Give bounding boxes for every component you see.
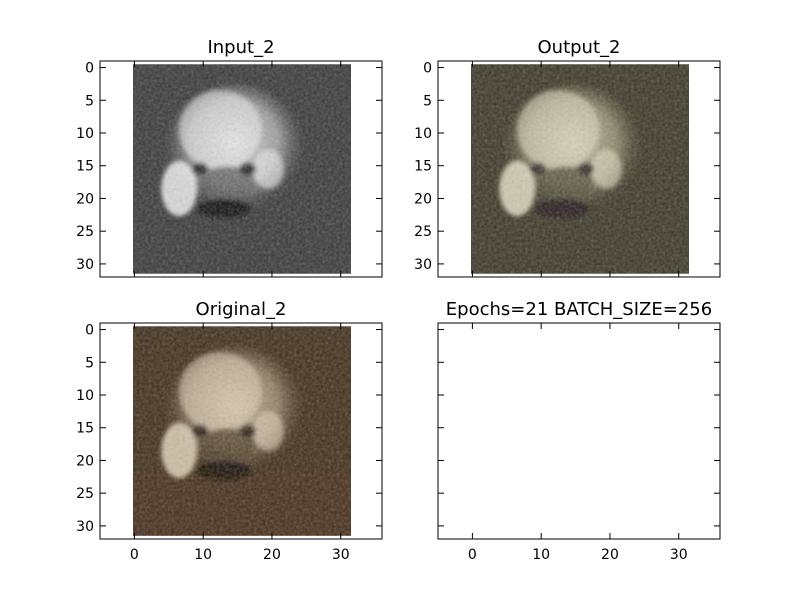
y-tick-label: 20 <box>76 191 94 207</box>
y-tick-label: 10 <box>76 388 94 404</box>
y-tick-label: 25 <box>76 224 94 240</box>
y-tick-label: 0 <box>85 323 94 339</box>
subplot-title: Original_2 <box>196 299 287 320</box>
x-tick-label: 0 <box>130 547 139 563</box>
y-tick-label: 0 <box>85 61 94 77</box>
y-tick-label: 5 <box>423 93 432 109</box>
subplot-1: Input_2 0 5 10 15 20 25 30 <box>76 37 383 278</box>
subplot-3: Original_2 0 5 10 15 20 25 30 0 10 20 30 <box>76 299 383 563</box>
axes-frame <box>437 60 721 278</box>
subplot-2: Output_2 0 5 10 15 20 25 30 <box>414 37 721 278</box>
y-tick-label: 30 <box>414 257 432 273</box>
y-tick-label: 5 <box>85 93 94 109</box>
y-tick-label: 10 <box>414 126 432 142</box>
frog-image <box>471 64 689 274</box>
axes-frame <box>99 60 383 278</box>
subplot-title: Input_2 <box>207 37 274 58</box>
x-tick-label: 10 <box>532 547 550 563</box>
y-tick-label: 15 <box>76 159 94 175</box>
y-tick-label: 25 <box>414 224 432 240</box>
x-tick-label: 30 <box>332 547 350 563</box>
y-tick-label: 20 <box>76 453 94 469</box>
y-tick-label: 0 <box>423 61 432 77</box>
x-tick-label: 10 <box>194 547 212 563</box>
subplot-4: Epochs=21 BATCH_SIZE=256 0 10 20 30 <box>437 299 721 563</box>
frog-image <box>133 64 351 274</box>
x-tick-label: 0 <box>468 547 477 563</box>
subplot-title: Output_2 <box>538 37 621 58</box>
x-tick-label: 20 <box>601 547 619 563</box>
y-tick-label: 30 <box>76 519 94 535</box>
y-tick-label: 15 <box>414 159 432 175</box>
y-tick-label: 15 <box>76 421 94 437</box>
axes-frame <box>99 322 383 540</box>
frog-image <box>133 326 351 536</box>
subplot-title: Epochs=21 BATCH_SIZE=256 <box>446 299 712 320</box>
y-tick-label: 5 <box>85 355 94 371</box>
y-tick-label: 25 <box>76 486 94 502</box>
x-tick-label: 20 <box>263 547 281 563</box>
y-tick-label: 30 <box>76 257 94 273</box>
y-tick-label: 20 <box>414 191 432 207</box>
axes-frame <box>437 322 721 540</box>
x-tick-label: 30 <box>670 547 688 563</box>
y-tick-label: 10 <box>76 126 94 142</box>
